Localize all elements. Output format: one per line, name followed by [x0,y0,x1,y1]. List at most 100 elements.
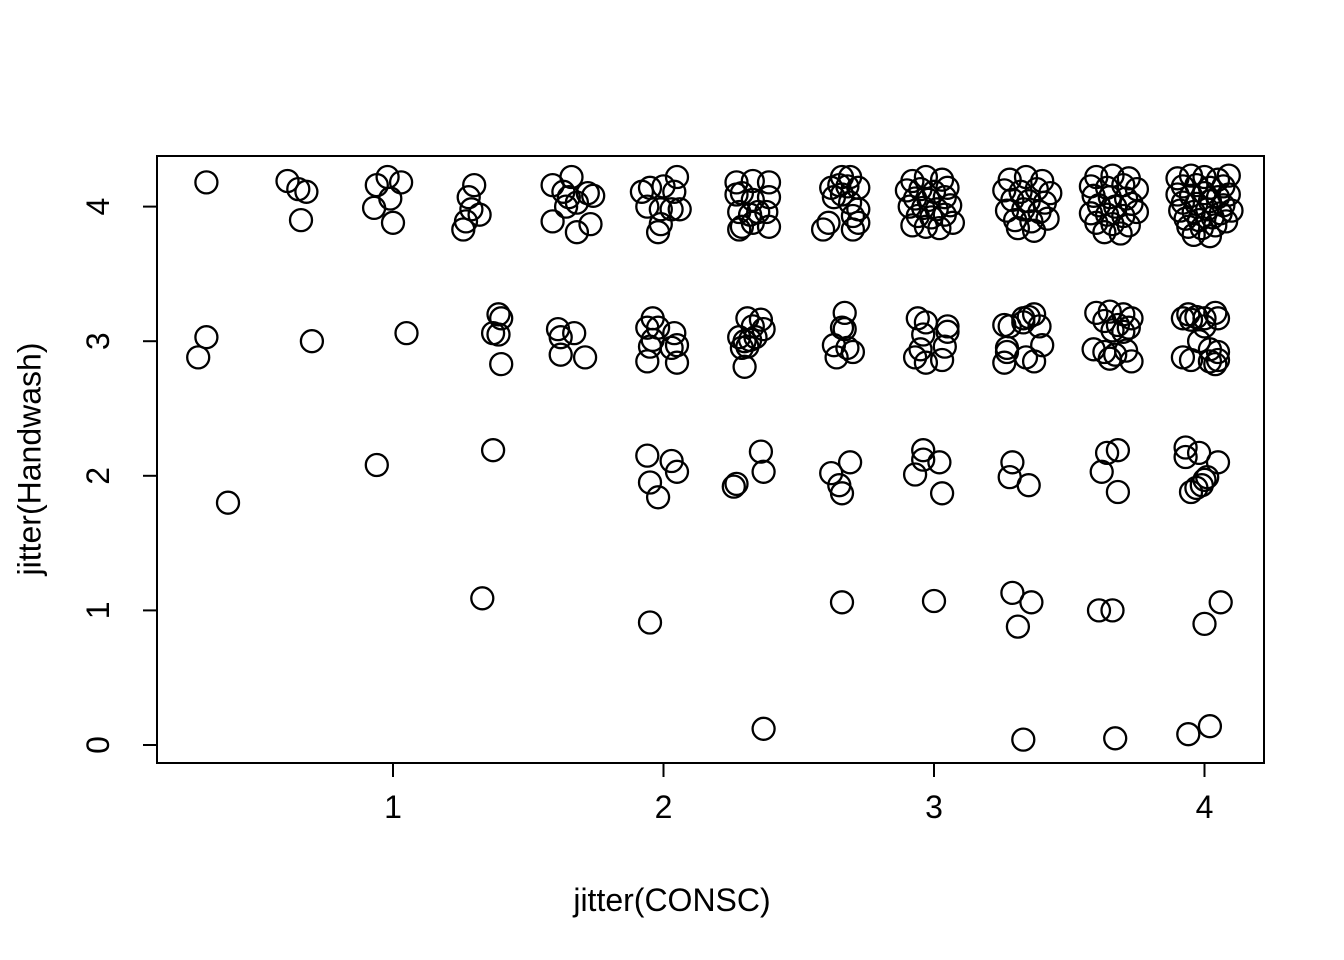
data-point [932,334,957,359]
data-point [1092,308,1117,334]
x-axis-title: jitter(CONSC) [573,882,771,918]
data-point [459,197,484,222]
data-point [1168,198,1193,223]
data-point [840,203,866,229]
data-point [635,349,660,374]
data-point [1113,338,1139,363]
data-point [827,172,852,198]
data-point [1100,598,1125,623]
data-point [929,481,955,506]
y-axis-tick-label: 1 [80,602,116,620]
data-point [1092,220,1117,245]
data-point [1173,444,1198,470]
data-point [1100,318,1125,343]
y-axis-tick-label: 0 [80,736,116,754]
data-point [894,178,920,203]
data-point [756,214,782,239]
data-point [840,339,866,365]
data-point [1192,164,1217,190]
data-point [556,185,581,210]
data-point [1021,302,1047,327]
data-point [489,351,514,377]
data-point [451,217,476,242]
data-point [194,170,219,195]
data-point [662,320,687,346]
data-point [1119,349,1144,374]
data-point [1005,215,1031,241]
data-point [819,460,844,486]
data-point [1176,722,1201,747]
data-point [215,490,241,515]
data-point [913,214,939,239]
data-point [394,320,419,346]
data-point [829,590,855,615]
data-point [572,345,598,370]
data-point [837,450,863,475]
data-point [1203,213,1228,238]
data-point [748,307,774,332]
data-point [756,170,782,195]
data-point [1094,440,1120,466]
data-point [832,300,857,326]
data-point [1027,199,1052,225]
data-point [902,462,928,487]
data-point [1189,215,1214,241]
data-point [1021,218,1047,243]
data-point [1100,211,1125,237]
data-point [186,345,211,370]
data-point [664,350,690,375]
data-point [824,345,849,370]
data-point [378,186,403,211]
data-point [913,164,939,190]
data-point [846,210,871,235]
data-point [810,217,836,242]
data-point [940,210,966,235]
data-point [1086,193,1112,218]
data-point [902,186,928,211]
data-point [1103,726,1128,751]
x-axis-tick-label: 1 [384,789,402,825]
y-axis-tick-label: 4 [80,198,116,216]
data-point [837,190,863,215]
data-point [721,474,746,499]
data-point [489,306,514,331]
data-point [1192,611,1217,637]
data-point [729,214,755,239]
data-point [1019,590,1044,615]
data-point [1016,473,1041,498]
data-point [1105,479,1131,505]
data-point [1035,206,1060,231]
data-point [662,179,687,204]
data-point [299,329,325,354]
data-point [486,322,511,347]
data-point [388,170,414,195]
data-point [635,443,660,468]
data-point [294,179,319,204]
data-point [664,164,690,190]
data-point [553,194,579,219]
data-point [727,217,752,242]
data-point [1030,333,1055,358]
data-point [911,438,936,463]
data-point [932,202,957,227]
data-point [935,314,960,339]
data-point [724,471,749,497]
data-point [486,302,511,327]
data-point [751,459,776,484]
x-axis-tick-label: 3 [925,789,943,825]
data-point [1124,199,1150,225]
data-point [462,172,487,198]
data-point [1186,440,1212,466]
data-point [727,325,752,350]
data-point [829,481,855,506]
data-point [935,175,960,200]
data-point [1105,438,1131,463]
data-point [659,448,684,474]
data-point [1000,450,1025,475]
data-point [470,586,495,611]
data-point [1173,435,1198,460]
data-point [1008,179,1033,204]
data-point [1116,315,1141,340]
data-point [1213,209,1239,234]
